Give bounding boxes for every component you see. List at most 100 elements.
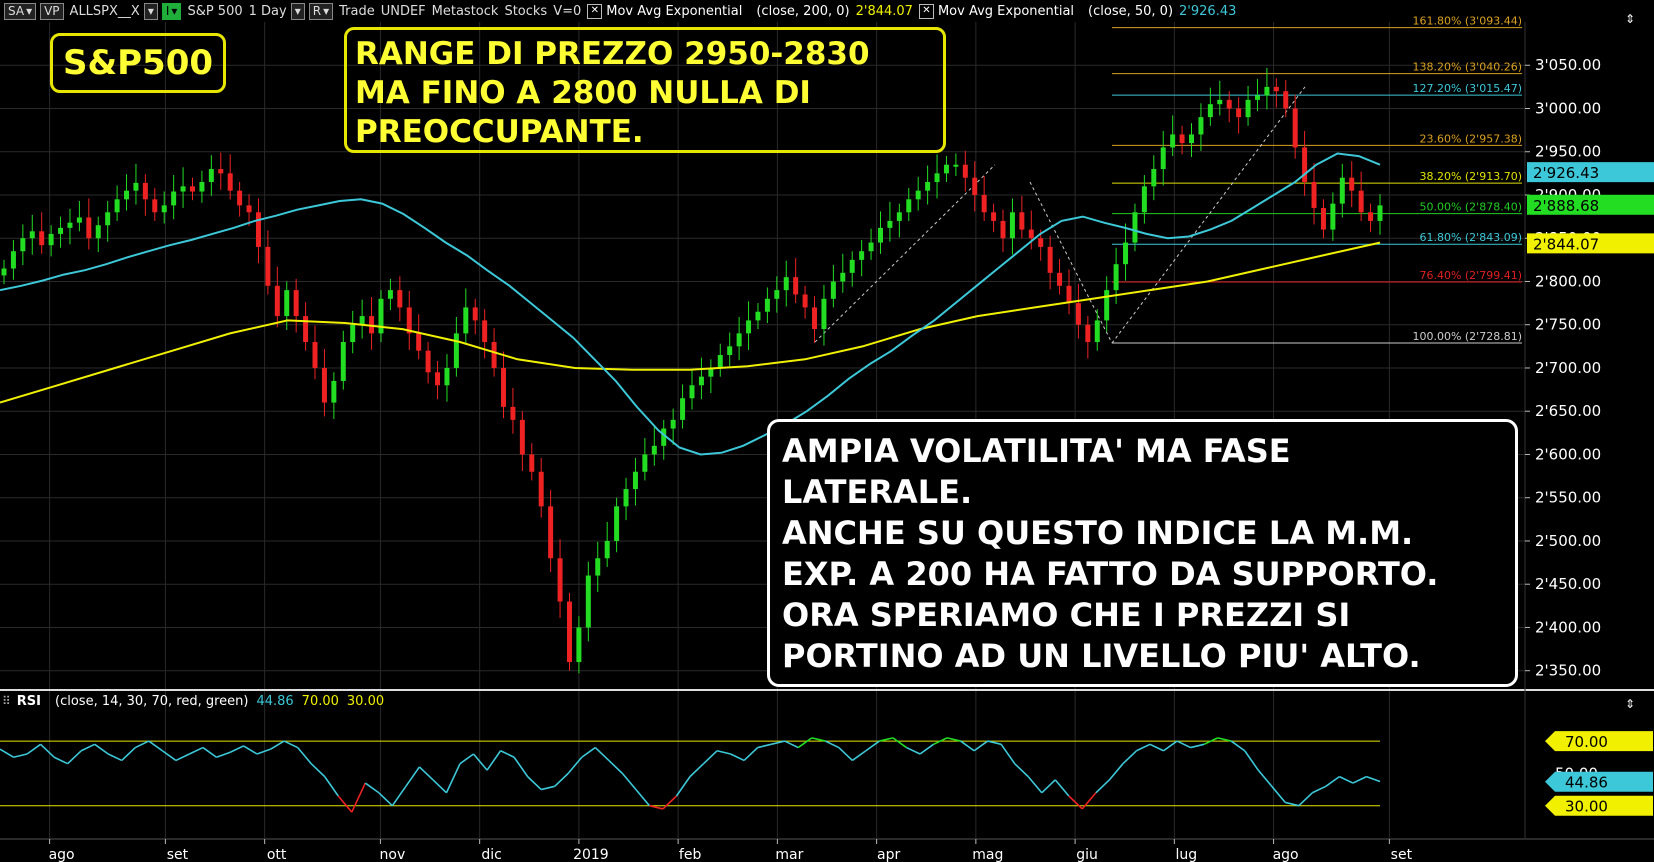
drag-handle-icon[interactable]: ⠿ — [2, 694, 11, 708]
mode-label: Trade — [339, 3, 375, 19]
rsi-line-segment — [811, 737, 826, 742]
candle-up — [1170, 134, 1176, 148]
candle-down — [218, 169, 224, 174]
candle-down — [1311, 182, 1317, 208]
candle-down — [510, 406, 516, 420]
candle-up — [1141, 186, 1147, 213]
price-tick-label: 2'500.00 — [1535, 532, 1601, 550]
rsi-line-segment — [1352, 775, 1367, 784]
candle-up — [943, 164, 949, 174]
candle-down — [265, 246, 271, 286]
candle-up — [171, 191, 177, 206]
candle-up — [10, 251, 16, 269]
time-tick-label: mag — [972, 847, 1003, 862]
rsi-line-segment — [919, 743, 934, 755]
candle-up — [689, 385, 695, 399]
candle-down — [1000, 220, 1006, 239]
i-button[interactable]: I ▾ — [161, 2, 182, 20]
candle-up — [717, 355, 723, 368]
candle-up — [114, 199, 120, 213]
candle-down — [529, 454, 535, 472]
candle-down — [1038, 238, 1044, 247]
candle-up — [764, 298, 770, 312]
candle-up — [746, 320, 752, 334]
rsi-line-segment — [554, 772, 569, 787]
rsi-line-segment — [175, 753, 190, 762]
candle-down — [416, 333, 422, 351]
fib-level-label: 127.20% (3'015.47) — [1412, 82, 1522, 95]
volatility-annotation: AMPIA VOLATILITA' MA FASE LATERALE. ANCH… — [767, 419, 1518, 687]
rsi-line-segment — [378, 792, 393, 807]
candle-down — [1292, 108, 1298, 148]
fib-level-label: 100.00% (2'728.81) — [1412, 330, 1522, 343]
candle-down — [274, 285, 280, 317]
price-badge — [1527, 162, 1654, 183]
rsi-line-segment — [418, 766, 434, 781]
r-button[interactable]: R ▾ — [308, 2, 334, 20]
price-badge — [1527, 233, 1654, 254]
rsi-line-segment — [1176, 740, 1191, 749]
interval-dropdown[interactable]: ▾ — [290, 2, 305, 20]
rsi-line-segment — [107, 753, 123, 762]
rsi-line-segment — [527, 776, 542, 791]
time-tick-label: set — [167, 847, 189, 862]
rsi-line-segment — [716, 749, 731, 755]
candle-down — [991, 212, 997, 221]
candle-up — [1, 268, 7, 276]
rsi-line-segment — [1000, 743, 1016, 765]
rsi-line-segment — [1108, 763, 1124, 781]
time-tick-label: ott — [267, 847, 287, 862]
rsi-upper: 70.00 — [301, 693, 339, 709]
close-icon[interactable]: ✕ — [587, 3, 603, 19]
rsi-line-segment — [459, 753, 474, 765]
candle-down — [293, 290, 299, 317]
rsi-line-segment — [1217, 737, 1232, 742]
chevron-down-icon: ▾ — [26, 4, 33, 18]
rsi-lower: 30.00 — [346, 693, 385, 709]
rsi-line-segment — [892, 737, 907, 749]
candle-up — [623, 489, 629, 507]
rsi-line-segment — [1014, 763, 1029, 778]
candle-up — [925, 182, 931, 191]
candle-up — [284, 290, 290, 317]
rsi-line-segment — [67, 750, 82, 765]
candle-down — [425, 350, 431, 373]
close-icon[interactable]: ✕ — [918, 3, 934, 19]
symbol-dropdown[interactable]: ▾ — [143, 2, 158, 20]
sa-button[interactable]: SA ▾ — [4, 2, 37, 20]
rsi-line-segment — [1190, 743, 1205, 749]
rsi-line-segment — [1027, 776, 1043, 794]
rsi-line-segment — [906, 746, 921, 755]
candle-up — [859, 251, 865, 260]
candle-up — [840, 272, 846, 282]
candle-down — [142, 182, 148, 200]
fib-trendline — [1111, 86, 1306, 344]
rsi-line-segment — [297, 747, 312, 765]
candle-up — [1123, 242, 1129, 265]
vp-button[interactable]: VP — [40, 2, 64, 20]
rsi-line-segment — [391, 785, 407, 807]
candle-up — [915, 190, 921, 200]
time-tick-label: mar — [775, 847, 803, 862]
rsi-line-segment — [770, 740, 785, 746]
candle-down — [369, 316, 375, 334]
candle-up — [340, 342, 346, 381]
rsi-label: RSI — [16, 693, 42, 709]
rsi-badge — [1545, 771, 1653, 792]
candle-up — [208, 169, 214, 183]
time-tick-label: feb — [679, 847, 702, 862]
rsi-line-segment — [472, 753, 488, 771]
rsi-line-segment — [608, 759, 623, 774]
rsi-line-segment — [337, 795, 353, 813]
candle-down — [802, 294, 808, 308]
candle-down — [303, 316, 309, 343]
candle-down — [566, 601, 572, 663]
rsi-header: ⠿ RSI (close, 14, 30, 70, red, green) 44… — [0, 693, 384, 709]
rsi-value: 44.86 — [256, 693, 294, 709]
rsi-line-segment — [879, 737, 894, 742]
rsi-line-segment — [594, 746, 610, 762]
candle-down — [321, 367, 327, 403]
rsi-line-segment — [1163, 740, 1178, 752]
rsi-line-segment — [973, 740, 989, 752]
